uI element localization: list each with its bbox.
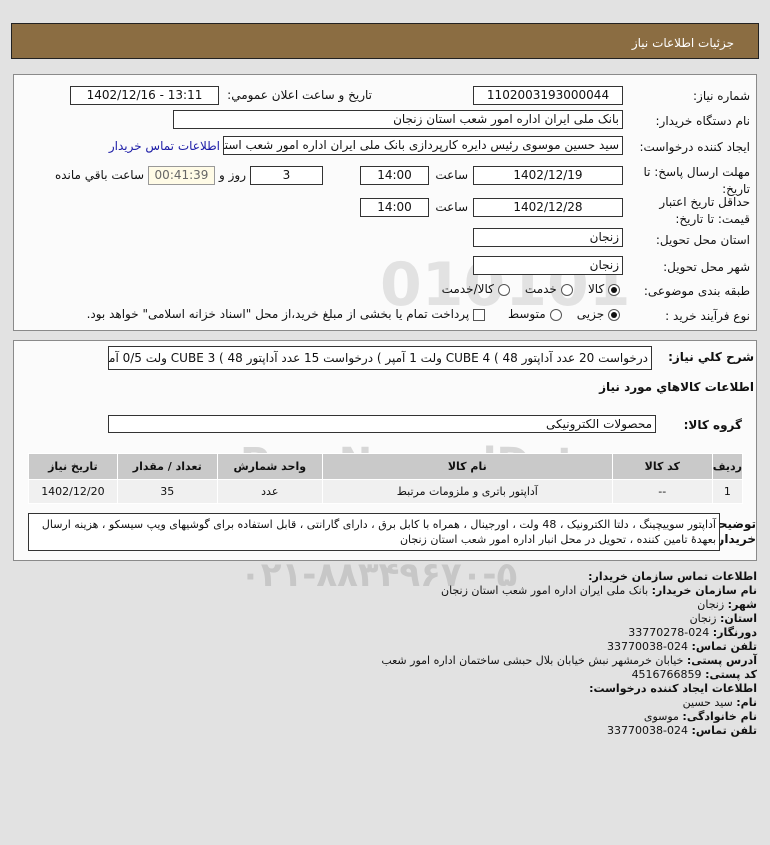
cell-date: 1402/12/20 [28, 479, 118, 504]
goods-section-title: اطلاعات كالاهاي مورد نياز [599, 380, 754, 394]
process-option-medium: متوسط [507, 307, 546, 321]
deadline-time-field: 14:00 [360, 166, 429, 185]
table-row: 1 -- آداپتور باتری و ملزومات مرتبط عدد 3… [28, 479, 744, 504]
col-name: نام کالا [321, 453, 613, 480]
cell-name: آداپتور باتری و ملزومات مرتبط [321, 479, 613, 504]
category-label: طبقه بندی موضوعی: [643, 284, 750, 298]
col-code: کد کالا [611, 453, 713, 480]
treasury-payment-checkbox[interactable] [473, 308, 486, 321]
deadline-time-label: ساعت [435, 168, 468, 182]
desc-label: توضیحات خریدار: [702, 517, 756, 546]
col-date: تاریخ نیاز [28, 453, 118, 480]
deadline-label: مهلت ارسال پاسخ: تا تاریخ: [643, 165, 750, 196]
days-field: 3 [250, 166, 323, 185]
city-label: شهر محل تحویل: [663, 260, 750, 274]
cell-row: 1 [711, 479, 744, 504]
contact-province: استان: زنجان [689, 612, 757, 625]
summary-label: شرح كلي نياز: [668, 350, 754, 364]
cell-qty: 35 [116, 479, 218, 504]
cell-unit: عدد [216, 479, 323, 504]
remaining-label: ساعت باقي مانده [54, 168, 144, 182]
treasury-payment-note: پرداخت تمام یا بخشی از مبلغ خرید،از محل … [86, 307, 470, 321]
page-title: جزئیات اطلاعات نیاز [631, 36, 734, 50]
category-option-goods: کالا [587, 282, 605, 296]
desc-field: آداپتور سوییچینگ ، دلتا الکترونیک ، 48 و… [28, 513, 720, 551]
category-radio-group: کالا خدمت کالا/خدمت [442, 282, 620, 296]
buyer-field: بانک ملی ایران اداره امور شعب استان زنجا… [173, 110, 623, 129]
validity-time-field: 14:00 [360, 198, 429, 217]
contact-title: اطلاعات تماس سازمان خریدار: [588, 570, 757, 583]
remaining-time-field: 00:41:39 [148, 166, 215, 185]
contact-address: آدرس پستی: خیابان خرمشهر نبش خیابان بلال… [381, 654, 757, 667]
buyer-contact-link[interactable]: اطلاعات تماس خریدار [108, 139, 220, 153]
summary-field: درخواست 20 عدد آداپتور 48 ) CUBE 4 ولت 1… [108, 346, 652, 370]
contact-city: شهر: زنجان [697, 598, 757, 611]
category-option-service: خدمت [524, 282, 557, 296]
validity-time-label: ساعت [435, 200, 468, 214]
col-qty: تعداد / مقدار [116, 453, 218, 480]
province-label: استان محل تحویل: [655, 233, 750, 247]
buyer-label: نام دستگاه خریدار: [655, 114, 751, 128]
page-header: جزئیات اطلاعات نیاز [11, 23, 759, 59]
group-field: محصولات الکترونیکی [108, 415, 656, 433]
announce-field: 1402/12/16 - 13:11 [70, 86, 219, 105]
creator-last-name: نام خانوادگی: موسوی [643, 710, 757, 723]
contact-fax: دورنگار: 024-33770278 [628, 626, 757, 639]
category-option-both: کالا/خدمت [441, 282, 494, 296]
col-row: ردیف [711, 453, 744, 480]
need-number-label: شماره نیاز: [693, 89, 750, 103]
process-label: نوع فرآیند خرید : [665, 309, 750, 323]
validity-label: حداقل تاریخ اعتبار قیمت: تا تاریخ: [659, 195, 750, 226]
contact-postal: کد پستی: 4516766859 [631, 668, 757, 681]
creator-label: ایجاد کننده درخواست: [639, 140, 750, 154]
creator-phone: تلفن تماس: 024-33770038 [607, 724, 757, 737]
contact-org: نام سازمان خریدار: بانک ملی ایران اداره … [441, 584, 757, 597]
cell-code: -- [611, 479, 713, 504]
announce-label: تاريخ و ساعت اعلان عمومي: [227, 88, 372, 102]
deadline-date-field: 1402/12/19 [473, 166, 623, 185]
creator-title: اطلاعات ایجاد کننده درخواست: [589, 682, 757, 695]
col-unit: واحد شمارش [216, 453, 323, 480]
group-label: گروه کالا: [683, 418, 742, 432]
process-option-minor: جزیی [576, 307, 605, 321]
process-radio-medium[interactable] [549, 308, 562, 321]
category-radio-service[interactable] [560, 283, 573, 296]
creator-field: سید حسین موسوی رئیس دایره کارپردازی بانک… [223, 136, 623, 155]
contact-section: اطلاعات تماس سازمان خریدار: نام سازمان خ… [381, 570, 757, 738]
category-radio-both[interactable] [497, 283, 510, 296]
contact-phone: تلفن تماس: 024-33770038 [607, 640, 757, 653]
days-label: روز و [219, 168, 246, 182]
category-radio-goods[interactable] [608, 283, 620, 296]
process-radio-group: جزیی متوسط پرداخت تمام یا بخشی از مبلغ خ… [87, 307, 620, 321]
process-radio-minor[interactable] [608, 308, 620, 321]
goods-table: ردیف کد کالا نام کالا واحد شمارش تعداد /… [28, 453, 744, 504]
validity-date-field: 1402/12/28 [473, 198, 623, 217]
table-header-row: ردیف کد کالا نام کالا واحد شمارش تعداد /… [28, 453, 744, 480]
province-field: زنجان [473, 228, 623, 247]
need-number-field: 1102003193000044 [473, 86, 623, 105]
city-field: زنجان [473, 256, 623, 275]
creator-first-name: نام: سید حسین [682, 696, 757, 709]
